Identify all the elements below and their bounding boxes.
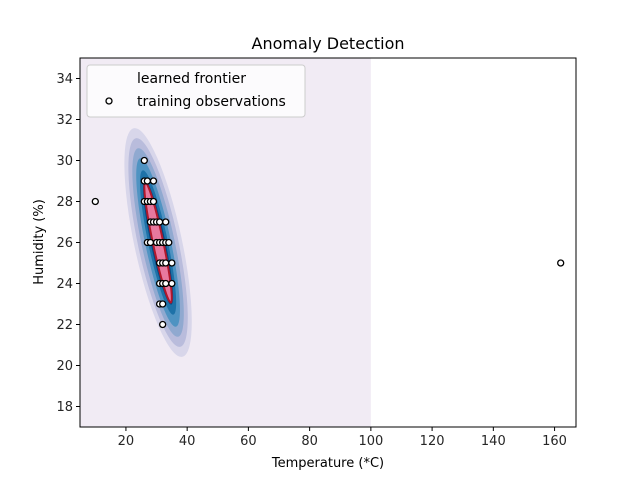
x-tick-label: 40 (179, 434, 196, 449)
x-tick-label: 120 (420, 434, 445, 449)
legend-entry-observations: training observations (137, 94, 286, 110)
legend-entry-frontier: learned frontier (137, 71, 246, 87)
legend-box (86, 64, 306, 118)
y-tick-label: 30 (56, 154, 73, 169)
y-axis: 18 20 22 24 26 28 30 32 34 (56, 72, 80, 415)
y-tick-label: 26 (56, 236, 73, 251)
data-point (143, 177, 152, 185)
plot-area (80, 58, 565, 427)
y-tick-label: 22 (56, 318, 73, 333)
data-point (149, 177, 158, 185)
legend: learned frontier training observations (86, 64, 306, 118)
x-axis: 20 40 60 80 100 120 140 160 (118, 427, 567, 449)
y-tick-label: 34 (56, 72, 73, 87)
shaded-region (80, 58, 371, 427)
x-tick-label: 80 (301, 434, 318, 449)
data-point (155, 218, 164, 226)
data-point (149, 197, 158, 206)
x-tick-label: 60 (240, 434, 257, 449)
data-point (159, 300, 167, 308)
legend-marker-observations (105, 97, 113, 105)
data-point (162, 279, 170, 288)
data-point (146, 238, 155, 247)
y-tick-label: 28 (56, 195, 73, 210)
x-tick-label: 140 (481, 434, 506, 449)
x-tick-label: 100 (358, 434, 383, 449)
data-point (557, 259, 565, 267)
y-tick-label: 18 (56, 400, 73, 415)
data-point (140, 156, 148, 165)
x-axis-label: Temperature (*C) (271, 456, 384, 471)
data-point (91, 197, 99, 206)
y-tick-label: 24 (56, 277, 73, 292)
data-point (162, 218, 170, 226)
chart-title: Anomaly Detection (252, 34, 405, 53)
x-tick-label: 20 (118, 434, 135, 449)
data-point (165, 238, 173, 247)
y-axis-label: Humidity (%) (32, 199, 47, 285)
data-point (162, 259, 170, 267)
y-tick-label: 20 (56, 359, 73, 374)
data-point (168, 279, 176, 288)
data-point (159, 320, 167, 329)
y-tick-label: 32 (56, 113, 73, 128)
x-tick-label: 160 (542, 434, 567, 449)
data-point (168, 259, 176, 267)
